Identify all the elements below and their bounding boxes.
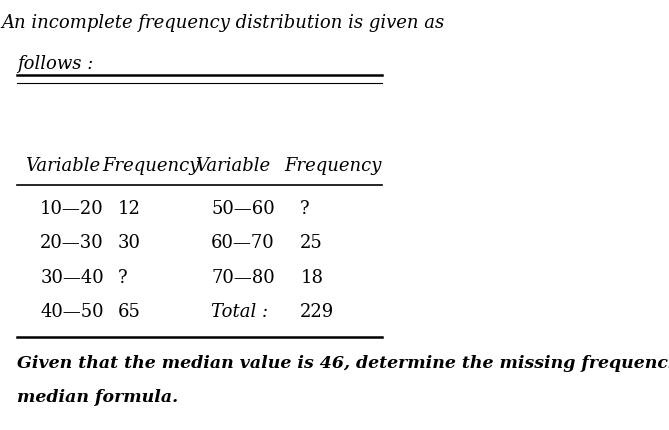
Text: 30: 30 (118, 234, 141, 252)
Text: Given that the median value is 46, determine the missing frequencies using the: Given that the median value is 46, deter… (17, 354, 669, 371)
Text: follows :: follows : (17, 55, 93, 73)
Text: 65: 65 (118, 302, 140, 320)
Text: Variable: Variable (25, 157, 100, 175)
Text: ?: ? (300, 200, 310, 218)
Text: 12: 12 (118, 200, 140, 218)
Text: Frequency: Frequency (102, 157, 200, 175)
Text: 25: 25 (300, 234, 323, 252)
Text: 40—50: 40—50 (40, 302, 104, 320)
Text: 50—60: 50—60 (211, 200, 275, 218)
Text: Total :: Total : (211, 302, 268, 320)
Text: 229: 229 (300, 302, 334, 320)
Text: ?: ? (118, 268, 128, 286)
Text: 10—20: 10—20 (40, 200, 104, 218)
Text: 30—40: 30—40 (40, 268, 104, 286)
Text: median formula.: median formula. (17, 388, 178, 405)
Text: Variable: Variable (195, 157, 271, 175)
Text: 20—30: 20—30 (40, 234, 104, 252)
Text: 70—80: 70—80 (211, 268, 275, 286)
Text: An incomplete frequency distribution is given as: An incomplete frequency distribution is … (1, 14, 444, 32)
Text: 60—70: 60—70 (211, 234, 275, 252)
Text: Frequency: Frequency (285, 157, 382, 175)
Text: 18: 18 (300, 268, 323, 286)
